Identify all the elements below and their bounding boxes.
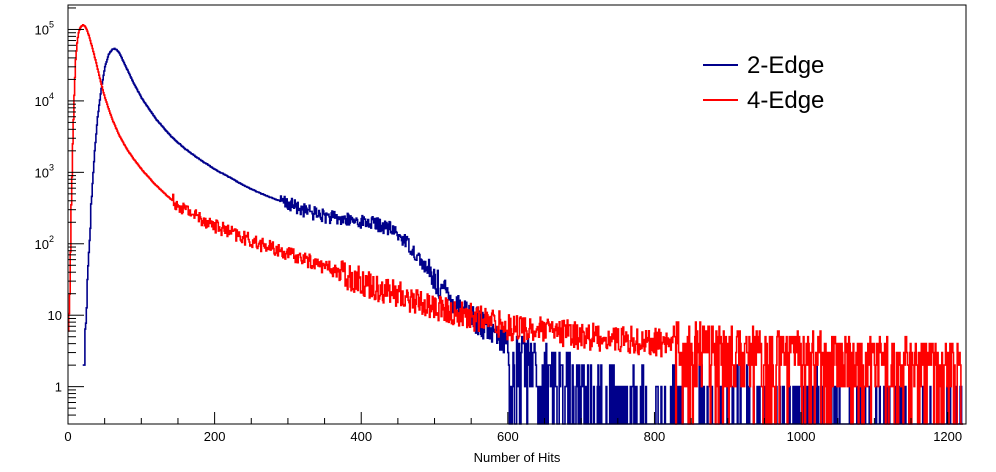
series-line-1 [82,47,964,425]
y-tick-label: 1 [55,380,62,395]
y-tick-label: 10 [48,308,62,323]
x-axis-title: Number of Hits [474,450,561,465]
x-tick-label: 200 [204,429,226,444]
legend: 2-Edge 4-Edge [703,52,824,114]
series-line-2 [67,24,964,425]
x-tick-label: 600 [497,429,519,444]
x-tick-label: 400 [350,429,372,444]
x-tick-label: 0 [64,429,71,444]
series-layer [67,24,964,425]
plot-frame [67,4,967,425]
x-axis: 0 200 400 600 800 1000 1200 [64,412,962,444]
x-tick-label: 1200 [933,429,962,444]
legend-label: 2-Edge [747,52,824,79]
legend-label: 4-Edge [747,87,824,114]
x-tick-label: 1000 [787,429,816,444]
x-tick-label: 800 [644,429,666,444]
